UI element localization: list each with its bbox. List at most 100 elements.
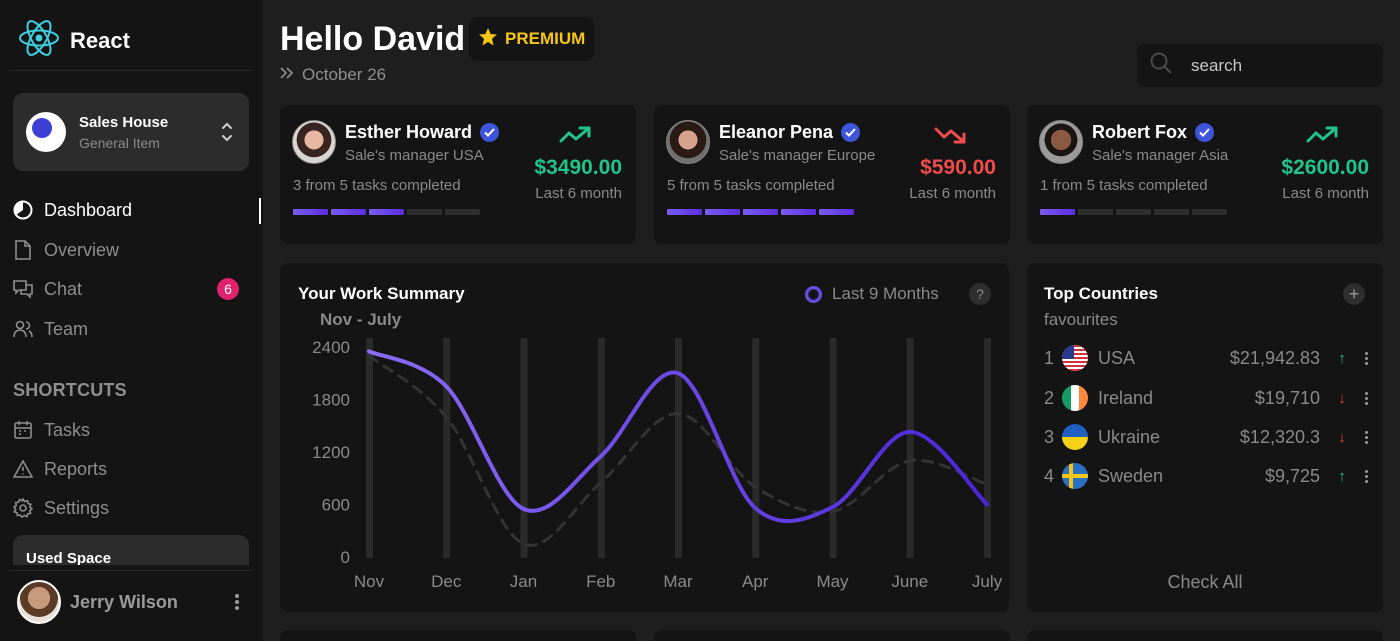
- divider: [9, 570, 253, 571]
- sidebar-item-label: Team: [44, 318, 89, 339]
- more-vertical-icon[interactable]: [1364, 469, 1368, 483]
- sales-period: Last 6 month: [535, 185, 622, 202]
- active-indicator: [259, 198, 261, 224]
- bottom-card: [280, 630, 636, 641]
- warning-icon: [13, 459, 33, 479]
- avatar: [17, 580, 61, 624]
- sidebar-item-label: Chat: [44, 278, 83, 299]
- list-item[interactable]: 2 Ireland $19,710 ↓: [1044, 385, 1368, 411]
- more-vertical-icon[interactable]: [234, 594, 240, 615]
- avatar: [1039, 120, 1083, 164]
- grid-bar: [752, 338, 760, 558]
- bottom-card: [1027, 630, 1383, 641]
- grid-bar: [829, 338, 837, 558]
- add-icon[interactable]: +: [1343, 283, 1365, 305]
- double-chevron-right-icon: [280, 65, 294, 85]
- search-icon: [1149, 51, 1173, 80]
- sidebar: React Sales House General Item Dashboard…: [0, 0, 263, 641]
- sidebar-item-chat[interactable]: Chat 6: [13, 277, 253, 301]
- countries-subtitle: favourites: [1044, 310, 1118, 329]
- sidebar-item-dashboard[interactable]: Dashboard: [13, 198, 253, 222]
- country-rank: 1: [1044, 347, 1055, 368]
- x-tick-label: Feb: [586, 572, 615, 591]
- trend-down-icon: [934, 125, 968, 152]
- manager-card[interactable]: Esther Howard Sale's manager USA 3 from …: [280, 105, 636, 244]
- y-tick-label: 1800: [312, 391, 350, 410]
- grid-bar: [984, 338, 991, 558]
- manager-name: Eleanor Pena: [719, 122, 834, 142]
- verified-icon: [480, 123, 500, 142]
- ireland-flag-icon: [1062, 385, 1088, 411]
- check-all-link[interactable]: Check All: [1167, 572, 1243, 592]
- more-vertical-icon[interactable]: [1364, 391, 1368, 405]
- country-name: Sweden: [1098, 465, 1164, 486]
- manager-card[interactable]: Eleanor Pena Sale's manager Europe 5 fro…: [654, 105, 1010, 244]
- sales-period: Last 6 month: [1282, 185, 1369, 202]
- tasks-progress-bar: [667, 209, 854, 215]
- list-item[interactable]: 4 Sweden $9,725 ↑: [1044, 463, 1368, 489]
- x-tick-label: Apr: [742, 572, 769, 591]
- sidebar-item-overview[interactable]: Overview: [13, 238, 253, 262]
- sidebar-item-settings[interactable]: Settings: [13, 496, 253, 520]
- manager-role: Sale's manager Europe: [719, 147, 876, 164]
- premium-badge[interactable]: PREMIUM: [469, 17, 594, 61]
- grid-bar: [366, 338, 373, 558]
- country-rank: 2: [1044, 387, 1055, 408]
- sidebar-item-reports[interactable]: Reports: [13, 457, 253, 481]
- country-amount: $9,725: [1264, 465, 1320, 486]
- workspace-name: Sales House: [79, 113, 169, 131]
- sales-amount: $2600.00: [1281, 156, 1369, 179]
- sweden-flag-icon: [1062, 463, 1088, 489]
- document-icon: [13, 240, 33, 260]
- y-tick-label: 1200: [312, 443, 350, 462]
- react-logo-icon: [18, 17, 60, 64]
- y-tick-label: 0: [341, 548, 350, 567]
- chat-unread-badge: 6: [217, 278, 239, 300]
- x-tick-label: Nov: [354, 572, 385, 591]
- countries-title: Top Countries: [1044, 284, 1158, 303]
- arrow-down-icon: ↓: [1338, 389, 1346, 407]
- list-item[interactable]: 1 USA $21,942.83 ↑: [1044, 345, 1368, 371]
- more-vertical-icon[interactable]: [1364, 351, 1368, 365]
- manager-card[interactable]: Robert Fox Sale's manager Asia 1 from 5 …: [1027, 105, 1383, 244]
- country-rank: 3: [1044, 426, 1055, 447]
- sidebar-item-label: Settings: [44, 497, 110, 518]
- list-item[interactable]: 3 Ukraine $12,320.3 ↓: [1044, 424, 1368, 450]
- sidebar-item-label: Reports: [44, 458, 108, 479]
- manager-role: Sale's manager Asia: [1092, 147, 1229, 164]
- sales-amount: $590.00: [920, 156, 996, 179]
- help-icon[interactable]: ?: [969, 283, 991, 305]
- trend-up-icon: [559, 125, 593, 150]
- app-title: React: [70, 27, 130, 53]
- tasks-progress-bar: [1040, 209, 1227, 215]
- manager-name-row: Esther Howard: [345, 122, 500, 143]
- sidebar-item-label: Tasks: [44, 419, 91, 440]
- used-space-panel: Used Space: [13, 535, 249, 565]
- user-profile[interactable]: Jerry Wilson: [17, 580, 178, 624]
- grid-bar: [906, 338, 914, 558]
- sidebar-item-tasks[interactable]: Tasks: [13, 418, 253, 442]
- workspace-switcher[interactable]: Sales House General Item: [13, 93, 249, 171]
- range-selector[interactable]: Last 9 Months: [805, 284, 939, 304]
- search-box[interactable]: [1137, 44, 1383, 87]
- x-tick-label: Dec: [431, 572, 462, 591]
- gear-icon: [13, 498, 33, 518]
- work-summary-chart: 0 600 1200 1800 2400 Nov Dec Jan Feb Mar Apr May Jun…: [312, 338, 1003, 591]
- app-logo[interactable]: React: [18, 17, 130, 64]
- used-space-label: Used Space: [26, 550, 112, 565]
- series-line-comparison: [367, 354, 989, 547]
- more-vertical-icon[interactable]: [1364, 430, 1368, 444]
- usa-flag-icon: [1062, 345, 1088, 371]
- country-amount: $21,942.83: [1229, 347, 1320, 368]
- chevron-up-down-icon: [221, 121, 233, 148]
- trend-up-icon: [1306, 125, 1340, 150]
- range-label: Last 9 Months: [832, 284, 939, 303]
- x-tick-label: June: [891, 572, 928, 591]
- verified-icon: [841, 123, 861, 142]
- search-input[interactable]: [1191, 55, 1361, 76]
- sidebar-item-label: Overview: [44, 239, 120, 260]
- sales-amount: $3490.00: [534, 156, 622, 179]
- sidebar-item-team[interactable]: Team: [13, 317, 253, 341]
- country-name: Ukraine: [1098, 426, 1161, 447]
- arrow-down-icon: ↓: [1338, 428, 1346, 446]
